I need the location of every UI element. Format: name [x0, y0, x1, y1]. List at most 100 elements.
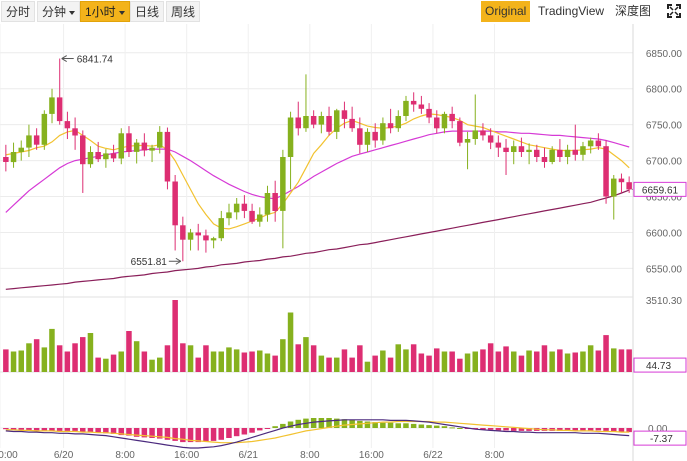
macd-bar [210, 428, 217, 441]
candle [564, 144, 571, 165]
macd-bar [95, 428, 101, 433]
tab-weekly[interactable]: 周线 [166, 1, 201, 22]
macd-bar [441, 426, 448, 428]
macd-bar [526, 428, 532, 431]
macd-bar [126, 428, 132, 436]
candle [203, 229, 209, 253]
candle [249, 203, 255, 224]
volume-bar [549, 351, 555, 372]
candle-body [334, 110, 340, 132]
volume-bar [341, 349, 348, 372]
candle [264, 185, 271, 222]
macd-bar [80, 428, 86, 432]
volume-bar [141, 351, 148, 372]
volume-bar [618, 349, 625, 372]
candle [334, 108, 340, 140]
macd-bar [257, 428, 263, 431]
volume-bar [26, 343, 32, 372]
candle-body [364, 131, 371, 145]
macd-bar [618, 428, 625, 433]
volume-bar [164, 345, 171, 372]
tab-minute[interactable]: 分钟 [37, 1, 81, 22]
tab-1hour[interactable]: 1小时 [80, 1, 130, 22]
volume-bar [126, 331, 132, 372]
chevron-down-icon [118, 10, 125, 15]
macd-bar [387, 422, 394, 428]
tab-1hour-label: 1小时 [85, 5, 116, 19]
volume-bar [172, 300, 178, 372]
candle-body [410, 100, 417, 105]
macd-bar [626, 428, 632, 433]
candle-body [249, 210, 255, 222]
price-tick-label: 6750.00 [646, 121, 683, 132]
volume-bar [464, 353, 471, 372]
macd-bar [195, 428, 201, 443]
volume-bar [310, 345, 317, 372]
tab-timeshare-label: 分时 [6, 5, 31, 19]
candle-body [280, 157, 286, 211]
volume-bar [241, 352, 248, 372]
candle-body [326, 116, 332, 132]
ma-mid-line [5, 130, 630, 213]
macd-bar [110, 428, 117, 434]
tab-timeshare[interactable]: 分时 [1, 1, 36, 22]
macd-bar [72, 428, 78, 431]
macd-bar [233, 428, 240, 437]
volume-bar [572, 352, 578, 372]
view-tradingview-button[interactable]: TradingView [534, 1, 608, 22]
volume-bar [587, 345, 594, 372]
tab-daily[interactable]: 日线 [130, 1, 165, 22]
candle [464, 131, 471, 170]
volume-bar [357, 345, 363, 372]
macd-bar [595, 428, 602, 431]
candle [33, 128, 40, 150]
candle [541, 147, 548, 168]
candle-body [580, 146, 586, 155]
moving-average-lines [5, 113, 630, 290]
volume-bar [595, 350, 602, 372]
candle-body [295, 117, 301, 129]
candle [511, 140, 517, 165]
macd-bar [572, 428, 578, 431]
candle [164, 127, 171, 190]
volume-bar [10, 351, 17, 372]
volume-bar [518, 355, 525, 372]
candle-body [164, 131, 171, 182]
candle [110, 144, 117, 163]
macd-bar [449, 427, 455, 429]
candle [187, 228, 194, 251]
volume-bar [626, 349, 632, 372]
fullscreen-icon[interactable] [666, 3, 682, 19]
candle-body [480, 130, 486, 136]
candle-body [441, 113, 448, 129]
time-tick-label: 6/21 [239, 450, 259, 461]
macd-bar [326, 418, 332, 428]
candle-body [241, 203, 248, 211]
macd-bar [457, 428, 463, 429]
candle [210, 236, 217, 249]
candle [349, 106, 355, 132]
candle [26, 124, 32, 158]
candle [518, 137, 525, 158]
macd-bar [3, 428, 9, 430]
macd-bar [603, 428, 609, 431]
view-depth-button[interactable]: 深度图 [611, 1, 655, 22]
candle-body [64, 121, 71, 129]
macd-bar [226, 428, 232, 438]
macd-bar [480, 428, 486, 430]
candle-body [487, 135, 494, 143]
candle [611, 174, 617, 220]
candle [387, 108, 394, 134]
macd-bar [272, 426, 278, 428]
candle-body [72, 128, 78, 136]
candle [341, 101, 348, 129]
macd-bar [41, 428, 48, 431]
macd-bar [487, 428, 494, 430]
volume-bar [349, 357, 355, 372]
candle [626, 176, 632, 193]
candle [410, 92, 417, 112]
view-original-button[interactable]: Original [481, 1, 531, 22]
volume-bar [495, 351, 502, 372]
candle [126, 126, 132, 158]
candle-body [303, 116, 309, 129]
